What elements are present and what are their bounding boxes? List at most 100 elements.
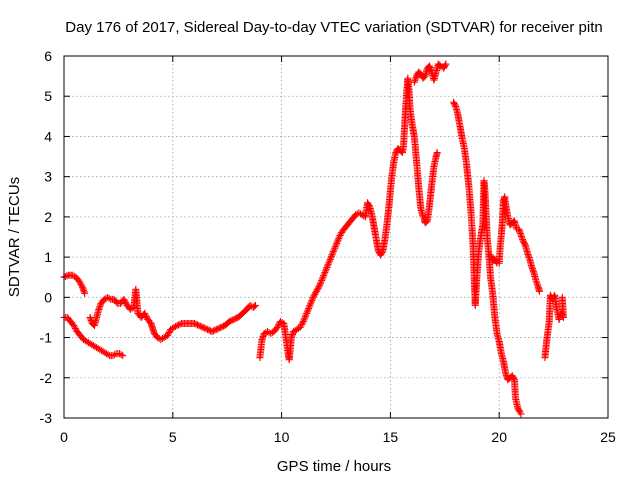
data-point [176,320,184,328]
data-point [329,247,337,255]
data-point [313,286,321,294]
data-point [322,265,330,273]
y-tick-label: -1 [40,330,53,346]
data-point [304,306,312,314]
x-axis-label: GPS time / hours [277,458,391,475]
data-point [61,273,69,281]
data-point [163,332,171,340]
data-point [305,303,313,311]
data-point [314,284,322,292]
grid [64,56,608,418]
y-tick-label: 6 [44,48,52,64]
data-point [317,278,325,286]
data-point [111,351,119,359]
data-point [310,292,318,300]
data-point [301,313,309,321]
data-point [228,316,236,324]
data-point [335,235,343,243]
data-point [333,238,341,246]
data-point [331,243,339,251]
data-point [517,410,525,418]
data-point [120,295,128,303]
data-point [76,279,84,287]
data-point [320,270,328,278]
data-point [329,249,337,257]
data-point [558,293,566,301]
tick-labels: 0 5 10 15 20 25 -3 -2 -1 0 1 2 3 4 5 6 [40,48,616,445]
data-point [365,201,373,209]
data-point [318,275,326,283]
data-point [323,264,331,272]
data-point [306,301,314,309]
data-point [316,281,324,289]
data-point [202,325,210,333]
x-tick-label: 10 [274,429,290,445]
data-points [60,60,567,418]
data-point [192,320,200,328]
y-tick-label: 5 [44,88,52,104]
y-tick-label: 3 [44,169,52,185]
data-point [298,320,306,328]
data-point [196,322,204,330]
data-point [250,302,258,310]
data-point [63,272,71,280]
data-point [215,324,223,332]
data-point [231,315,239,323]
data-point [227,317,235,325]
data-point [442,60,450,68]
data-point [212,326,220,334]
data-point [142,312,150,320]
data-point [305,305,313,313]
data-point [331,244,339,252]
data-point [175,321,183,329]
data-point [326,256,334,264]
plot-frame [63,55,609,419]
data-point [309,293,317,301]
data-point [510,374,518,382]
data-point [225,317,233,325]
data-point [311,290,319,298]
data-point [322,267,330,275]
data-point [121,298,129,306]
data-point [325,259,333,267]
data-point [433,149,441,157]
x-tick-label: 20 [491,429,507,445]
data-point [273,324,281,331]
data-point [312,289,320,297]
data-point [302,311,310,319]
y-tick-label: 2 [44,209,52,225]
data-point [173,321,181,329]
data-point [71,323,79,331]
data-point [141,309,149,317]
axis-ticks [63,55,609,419]
data-point [315,283,323,291]
data-point [325,257,333,265]
data-point [121,297,129,305]
y-tick-label: 1 [44,249,52,265]
data-point [172,322,180,330]
data-point [319,273,327,281]
x-tick-label: 5 [169,429,177,445]
data-point [328,251,336,259]
data-point [332,241,340,249]
data-point [201,324,209,332]
data-point [191,319,199,327]
data-point [303,308,311,316]
data-point [441,61,449,69]
data-point [318,276,326,284]
data-point [195,321,203,329]
data-point [105,294,113,302]
data-point [316,280,324,288]
data-point [324,262,332,270]
data-point [141,311,149,319]
data-point [274,322,282,330]
data-point [451,101,459,109]
data-point [78,282,86,290]
y-tick-label: 0 [44,289,52,305]
data-point [199,324,207,331]
data-point [208,328,216,336]
data-point [333,239,341,247]
data-point [75,277,83,285]
data-point [320,272,328,280]
